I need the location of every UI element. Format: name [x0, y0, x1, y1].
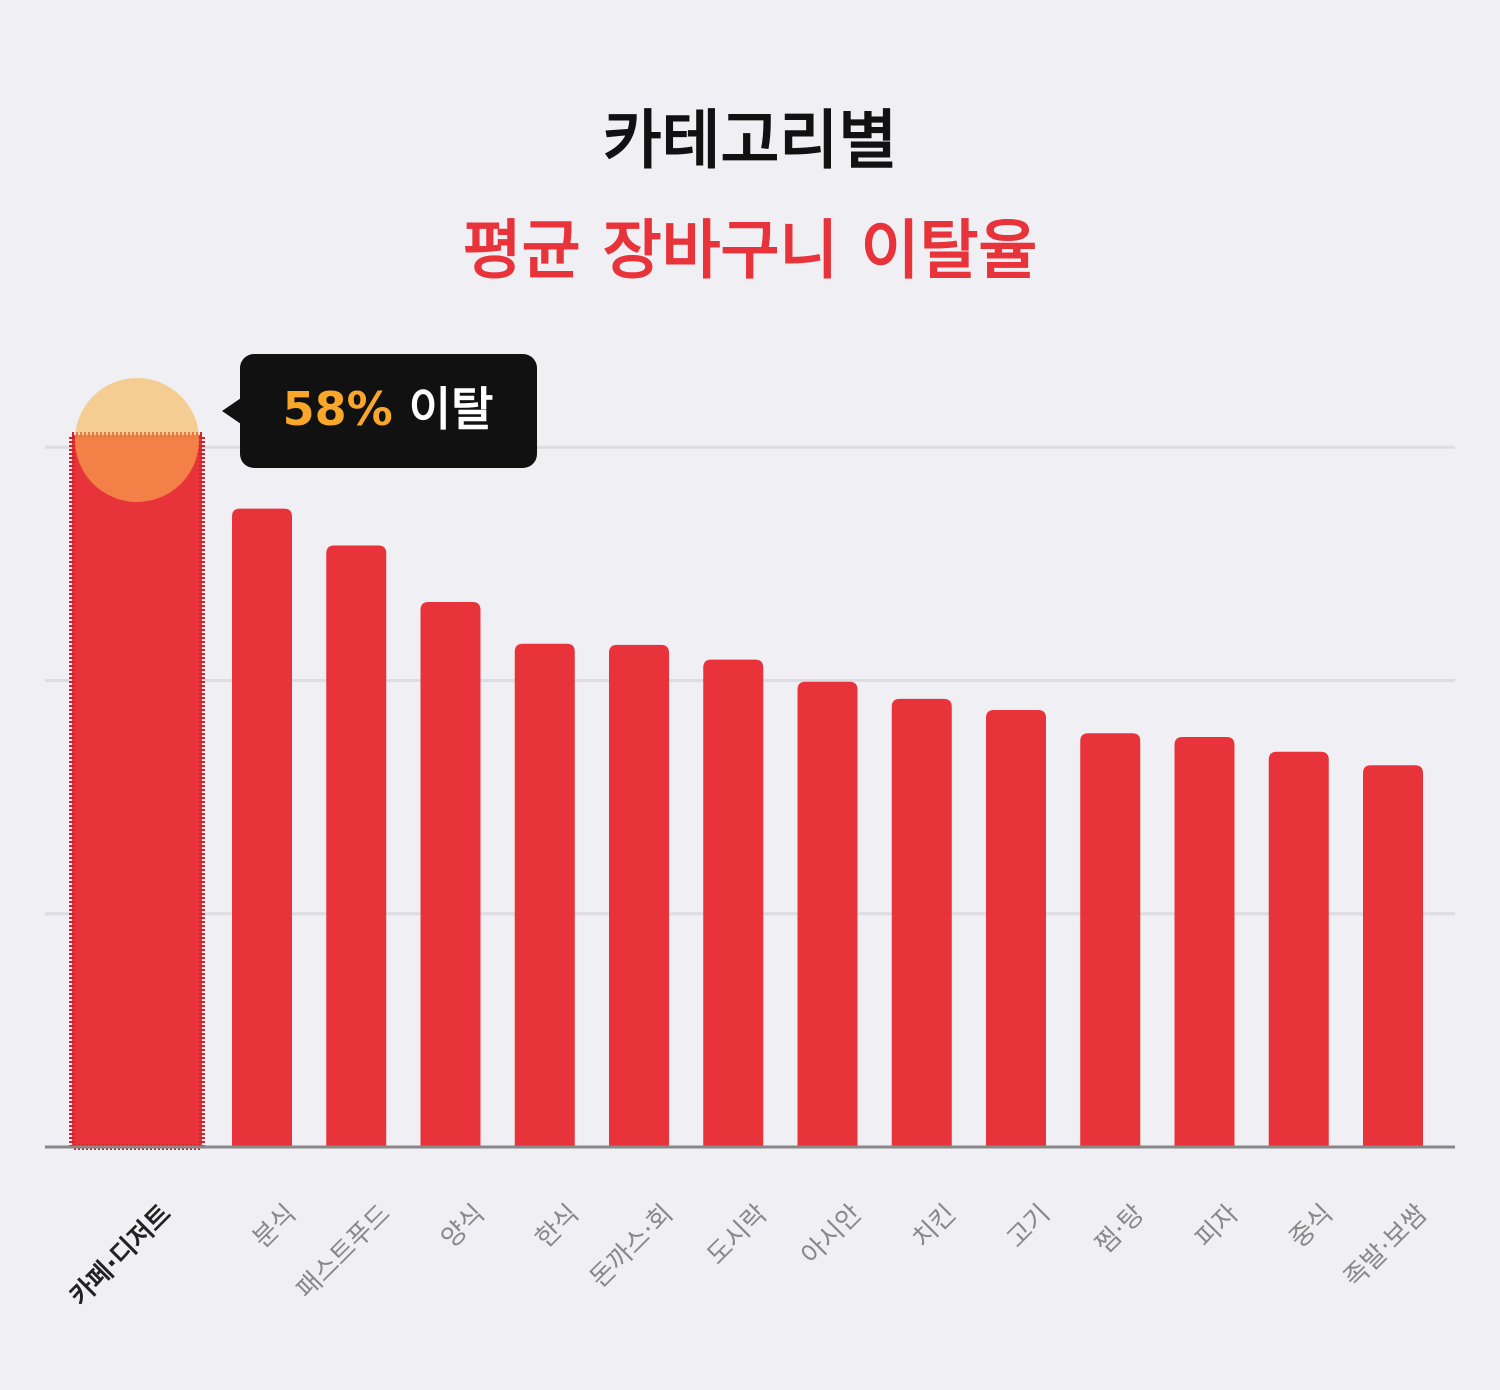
- bar: [1268, 751, 1329, 1147]
- bar: [609, 644, 669, 1147]
- x-tick-label: 치킨: [907, 1199, 962, 1254]
- x-tick-label: 패스트푸드: [291, 1199, 397, 1305]
- bar: [514, 643, 575, 1147]
- bar: [420, 601, 481, 1147]
- bar: [797, 681, 858, 1147]
- x-tick-label: 한식: [530, 1199, 585, 1254]
- annotation-pointer: [222, 398, 241, 424]
- chart-title: 카테고리별: [603, 105, 897, 179]
- bar: [1080, 733, 1141, 1147]
- annotation-box: [240, 354, 537, 468]
- bar: [1363, 765, 1423, 1147]
- x-tick-label: 도시락: [702, 1199, 774, 1271]
- annotation-text: 58% 이탈: [283, 382, 494, 436]
- x-tick-label: 카페·디저트: [64, 1199, 177, 1312]
- bar: [986, 709, 1046, 1147]
- x-tick-label: 찜·탕: [1090, 1199, 1151, 1260]
- bar: [69, 432, 205, 1150]
- x-tick-label: 고기: [1001, 1199, 1056, 1254]
- bar: [1174, 736, 1235, 1147]
- x-tick-label: 중식: [1284, 1199, 1339, 1254]
- bar: [326, 545, 387, 1147]
- x-tick-label: 분식: [247, 1199, 302, 1254]
- chart-subtitle: 평균 장바구니 이탈율: [463, 215, 1037, 289]
- x-tick-label: 피자: [1190, 1199, 1245, 1254]
- annotation: 58% 이탈: [222, 354, 537, 468]
- annotation-label: 이탈: [409, 382, 494, 436]
- x-tick-label: 족발·보쌈: [1339, 1199, 1434, 1294]
- annotation-value: 58%: [283, 382, 393, 436]
- bar: [232, 508, 292, 1148]
- bar: [891, 698, 952, 1147]
- x-tick-label: 돈까스·회: [585, 1199, 680, 1294]
- highlight-dot: [75, 378, 199, 502]
- x-tick-label: 양식: [436, 1199, 491, 1254]
- x-tick-label: 아시안: [796, 1199, 868, 1271]
- bar: [703, 659, 764, 1147]
- annotation-space: [393, 382, 409, 436]
